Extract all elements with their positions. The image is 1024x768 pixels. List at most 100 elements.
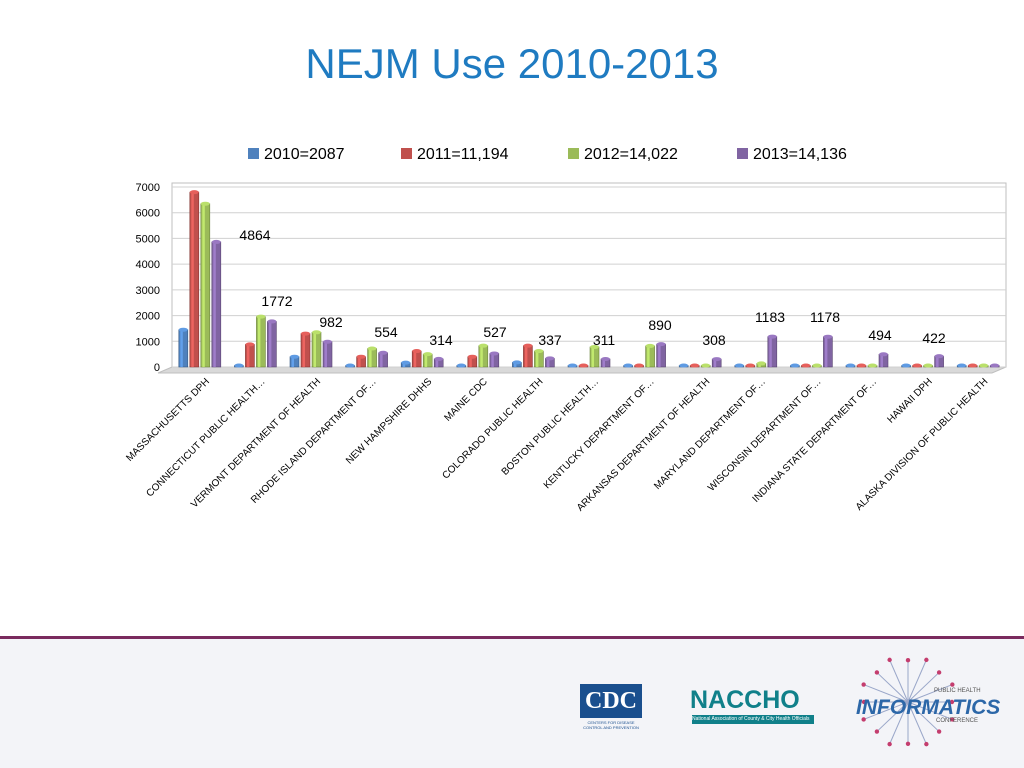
bar-cap	[267, 319, 277, 324]
bar-highlight	[358, 356, 361, 367]
bar	[656, 342, 666, 368]
footer-divider	[0, 636, 1024, 639]
informatics-logo-top: PUBLIC HEALTH	[934, 688, 981, 694]
x-tick-label: WISCONSIN DEPARTMENT OF…	[706, 376, 823, 493]
bar-cap	[601, 357, 610, 362]
bar-cap	[478, 343, 488, 348]
bar-cap	[756, 361, 766, 366]
x-tick-label: INDIANA STATE DEPARTMENT OF…	[751, 376, 880, 505]
bar-cap	[912, 363, 922, 368]
x-tick-label: ALASKA DIVISION OF PUBLIC HEALTH	[854, 376, 991, 513]
bar-highlight	[313, 332, 316, 367]
data-label: 1772	[261, 293, 292, 309]
bar-body	[211, 241, 222, 368]
bar-cap	[823, 334, 833, 339]
bar-cap	[923, 363, 933, 368]
x-tick-label: COLORADO PUBLIC HEALTH	[440, 376, 545, 481]
bar	[934, 354, 944, 368]
bar	[856, 363, 867, 368]
bar-body	[645, 345, 655, 368]
bar	[689, 363, 700, 368]
legend-swatch	[737, 148, 748, 159]
bar	[245, 342, 255, 368]
bar	[345, 363, 355, 368]
bar-cap	[979, 363, 989, 368]
bar	[311, 330, 322, 368]
bar-cap	[690, 363, 700, 368]
bar-cap	[312, 330, 321, 335]
y-tick-label: 1000	[136, 336, 160, 348]
data-label: 527	[483, 324, 507, 340]
bar-cap	[579, 363, 588, 368]
y-tick-label: 3000	[136, 285, 160, 297]
informatics-logo-main: INFORMATICS	[856, 696, 1001, 719]
bar	[356, 354, 366, 368]
data-label: 422	[922, 330, 946, 346]
bar	[589, 344, 600, 368]
bar	[711, 357, 722, 368]
bar-body	[478, 345, 489, 368]
bar	[634, 363, 644, 368]
bar-highlight	[524, 345, 528, 367]
bar-highlight	[880, 354, 883, 367]
x-tick-label: MAINE CDC	[442, 376, 489, 423]
bar	[567, 363, 578, 368]
bar-cap	[734, 363, 744, 368]
bar-body	[489, 353, 500, 368]
y-tick-label: 5000	[136, 233, 160, 245]
bar-cap	[489, 351, 499, 356]
bar	[700, 363, 711, 368]
bar-cap	[456, 363, 466, 368]
bar-highlight	[469, 356, 472, 367]
slide-title: NEJM Use 2010-2013	[305, 40, 719, 87]
bar	[411, 349, 422, 368]
bar-highlight	[302, 333, 305, 367]
bar-body	[200, 203, 211, 368]
legend-label: 2013=14,136	[753, 146, 847, 163]
legend-label: 2012=14,022	[584, 146, 678, 163]
y-tick-label: 0	[154, 362, 160, 374]
bar	[478, 343, 489, 368]
bar-cap	[301, 331, 310, 336]
bar-highlight	[213, 241, 216, 367]
bar	[645, 343, 655, 368]
bar	[256, 314, 266, 368]
bar-cap	[245, 342, 255, 347]
bar-cap	[957, 363, 967, 368]
bar-cap	[801, 363, 811, 368]
bar	[234, 363, 244, 368]
bar-highlight	[658, 344, 661, 367]
bar-cap	[434, 356, 444, 361]
bar-cap	[868, 363, 877, 368]
bar-cap	[467, 354, 477, 359]
legend-item: 2010=2087	[248, 146, 345, 163]
bar-cap	[623, 363, 633, 368]
bar-body	[322, 341, 333, 368]
bar-body	[256, 316, 266, 368]
bar-cap	[901, 363, 911, 368]
bar	[989, 363, 1000, 368]
y-tick-label: 7000	[136, 182, 160, 194]
bar-body	[823, 336, 833, 368]
bar-cap	[857, 363, 866, 368]
bar-cap	[634, 363, 644, 368]
bar-cap	[701, 363, 711, 368]
bar-cap	[534, 349, 544, 354]
bar-highlight	[602, 359, 605, 367]
bar-highlight	[369, 348, 372, 367]
bar-highlight	[480, 345, 483, 367]
x-tick-label: MARYLAND DEPARTMENT OF…	[652, 376, 768, 492]
bar-cap	[990, 363, 1000, 368]
bar	[545, 356, 555, 368]
bar-cap	[790, 363, 800, 368]
data-label: 308	[702, 332, 726, 348]
bar-body	[189, 191, 200, 368]
gridlines	[172, 186, 1006, 368]
bar-highlight	[380, 352, 383, 367]
bar-body	[411, 350, 422, 368]
bar	[422, 352, 433, 368]
bar-cap	[423, 352, 433, 357]
bar	[623, 363, 633, 368]
bar-cap	[745, 363, 755, 368]
informatics-logo-bottom: CONFERENCE	[936, 718, 979, 724]
